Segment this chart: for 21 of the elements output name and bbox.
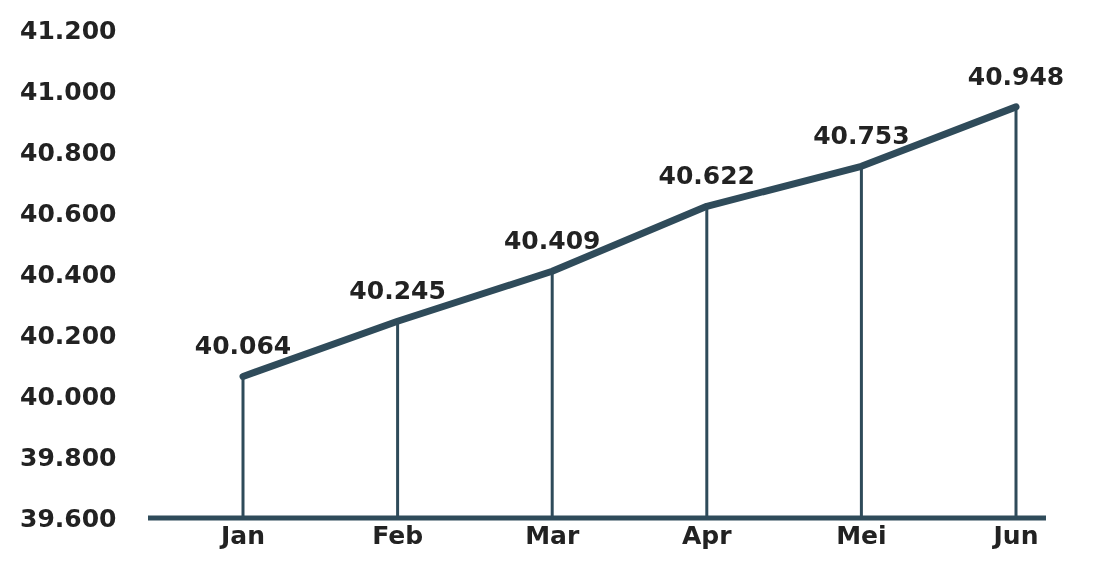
y-tick-label: 39.800 <box>20 442 117 472</box>
data-label: 40.245 <box>349 276 446 306</box>
data-label: 40.409 <box>503 226 601 256</box>
x-tick-label: Feb <box>372 520 424 550</box>
y-tick-label: 39.600 <box>20 503 117 533</box>
y-tick-label: 41.200 <box>20 15 117 45</box>
x-tick-label: Jan <box>219 520 265 550</box>
data-label: 40.753 <box>813 121 910 151</box>
x-tick-label: Mei <box>836 520 887 550</box>
y-tick-label: 40.600 <box>20 198 117 228</box>
data-label: 40.622 <box>658 161 756 191</box>
y-tick-label: 40.000 <box>20 381 117 411</box>
x-tick-label: Jun <box>991 520 1039 550</box>
x-tick-label: Mar <box>525 520 580 550</box>
y-tick-label: 40.400 <box>20 259 117 289</box>
y-tick-label: 41.000 <box>20 76 117 106</box>
x-tick-label: Apr <box>682 520 733 550</box>
data-label: 40.948 <box>967 61 1065 91</box>
data-label: 40.064 <box>194 331 292 361</box>
y-tick-label: 40.200 <box>20 320 117 350</box>
y-tick-label: 40.800 <box>20 137 117 167</box>
